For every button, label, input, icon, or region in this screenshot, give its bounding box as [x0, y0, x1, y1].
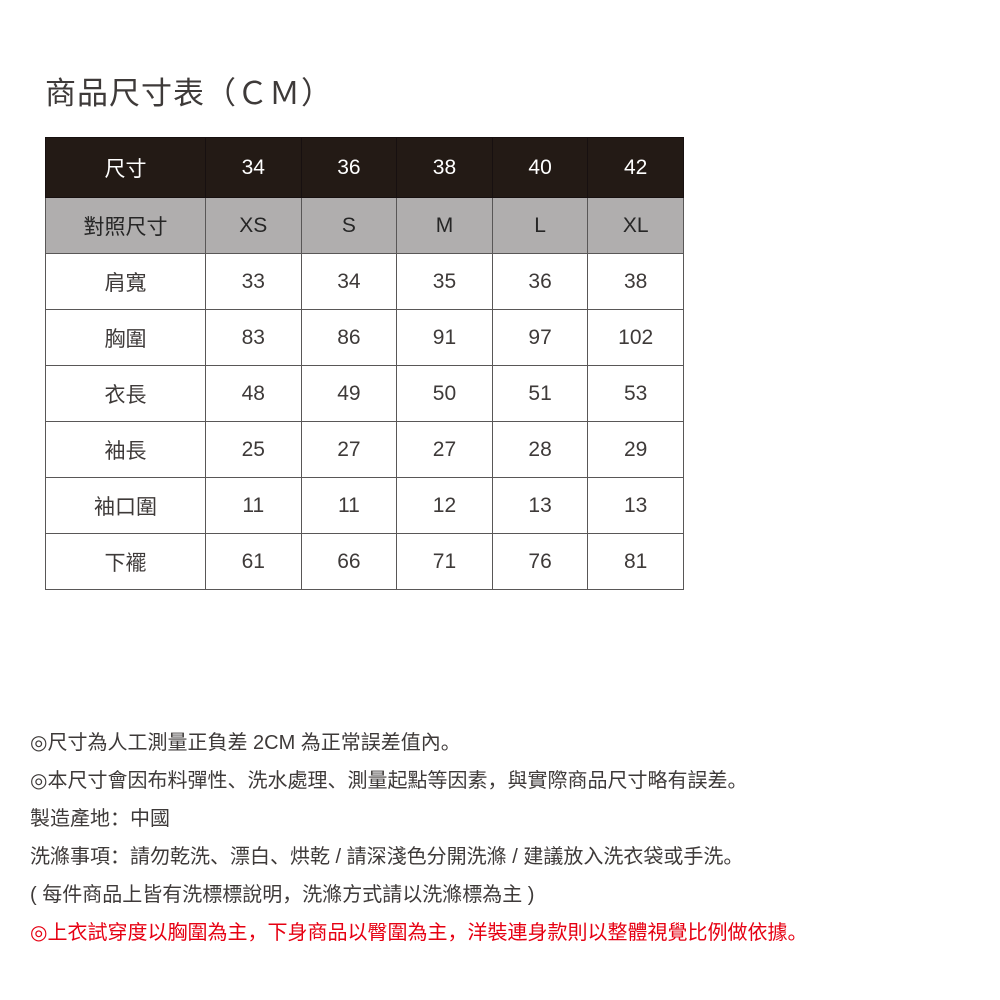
- table-cell: 51: [491, 365, 589, 422]
- table-cell: 12: [396, 477, 493, 534]
- table-cell: 97: [491, 309, 589, 366]
- table-cell: 13: [491, 477, 589, 534]
- table-cell: 34: [300, 253, 398, 310]
- note-tolerance: ◎尺寸為人工測量正負差 2CM 為正常誤差值內。: [30, 732, 461, 754]
- table-cell: 28: [491, 421, 589, 478]
- table-cell: 27: [396, 421, 493, 478]
- row-label: 衣長: [45, 365, 206, 422]
- table-cell: 102: [587, 309, 684, 366]
- table-cell: 11: [205, 477, 302, 534]
- note-wash-label: ( 每件商品上皆有洗標標說明，洗滌方式請以洗滌標為主 ): [30, 884, 535, 906]
- note-fit-advice: ◎上衣試穿度以胸圍為主，下身商品以臀圍為主，洋裝連身款則以整體視覺比例做依據。: [30, 922, 808, 944]
- size-table: 尺寸 34 36 38 40 42 對照尺寸 XS S M L XL 肩寬 33…: [45, 137, 684, 590]
- size-header-cell: 36: [300, 137, 398, 198]
- table-row-length: 衣長 48 49 50 51 53: [45, 365, 684, 422]
- table-cell: 61: [205, 533, 302, 590]
- note-origin: 製造產地：中國: [30, 808, 170, 830]
- table-cell: 36: [491, 253, 589, 310]
- table-row-shoulder: 肩寬 33 34 35 36 38: [45, 253, 684, 310]
- compare-size-cell: L: [491, 197, 589, 254]
- table-cell: 29: [587, 421, 684, 478]
- table-row-cuff: 袖口圍 11 11 12 13 13: [45, 477, 684, 534]
- table-cell: 76: [491, 533, 589, 590]
- size-header-cell: 42: [587, 137, 684, 198]
- notes-block: ◎尺寸為人工測量正負差 2CM 為正常誤差值內。 ◎本尺寸會因布料彈性、洗水處理…: [30, 724, 807, 952]
- compare-size-row: 對照尺寸 XS S M L XL: [45, 197, 684, 254]
- table-cell: 71: [396, 533, 493, 590]
- table-cell: 11: [300, 477, 398, 534]
- compare-size-cell: XL: [587, 197, 684, 254]
- compare-size-cell: XS: [205, 197, 302, 254]
- compare-size-label: 對照尺寸: [45, 197, 206, 254]
- page-title: 商品尺寸表（ＣＭ）: [45, 76, 333, 111]
- row-label: 袖口圍: [45, 477, 206, 534]
- row-label: 下襬: [45, 533, 206, 590]
- table-cell: 48: [205, 365, 302, 422]
- table-cell: 49: [300, 365, 398, 422]
- table-cell: 81: [587, 533, 684, 590]
- table-cell: 25: [205, 421, 302, 478]
- row-label: 胸圍: [45, 309, 206, 366]
- size-header-row: 尺寸 34 36 38 40 42: [45, 137, 684, 198]
- table-row-chest: 胸圍 83 86 91 97 102: [45, 309, 684, 366]
- table-cell: 27: [300, 421, 398, 478]
- note-washing: 洗滌事項：請勿乾洗、漂白、烘乾 / 請深淺色分開洗滌 / 建議放入洗衣袋或手洗。: [30, 846, 744, 868]
- table-cell: 50: [396, 365, 493, 422]
- compare-size-cell: M: [396, 197, 493, 254]
- size-header-label: 尺寸: [45, 137, 206, 198]
- note-variance: ◎本尺寸會因布料彈性、洗水處理、測量起點等因素，與實際商品尺寸略有誤差。: [30, 770, 748, 792]
- table-cell: 91: [396, 309, 493, 366]
- table-cell: 33: [205, 253, 302, 310]
- table-cell: 66: [300, 533, 398, 590]
- table-cell: 53: [587, 365, 684, 422]
- row-label: 袖長: [45, 421, 206, 478]
- table-cell: 13: [587, 477, 684, 534]
- table-cell: 35: [396, 253, 493, 310]
- table-cell: 38: [587, 253, 684, 310]
- table-row-sleeve: 袖長 25 27 27 28 29: [45, 421, 684, 478]
- size-header-cell: 38: [396, 137, 493, 198]
- table-cell: 83: [205, 309, 302, 366]
- row-label: 肩寬: [45, 253, 206, 310]
- table-cell: 86: [300, 309, 398, 366]
- table-row-hem: 下襬 61 66 71 76 81: [45, 533, 684, 590]
- compare-size-cell: S: [300, 197, 398, 254]
- size-header-cell: 40: [491, 137, 589, 198]
- size-header-cell: 34: [205, 137, 302, 198]
